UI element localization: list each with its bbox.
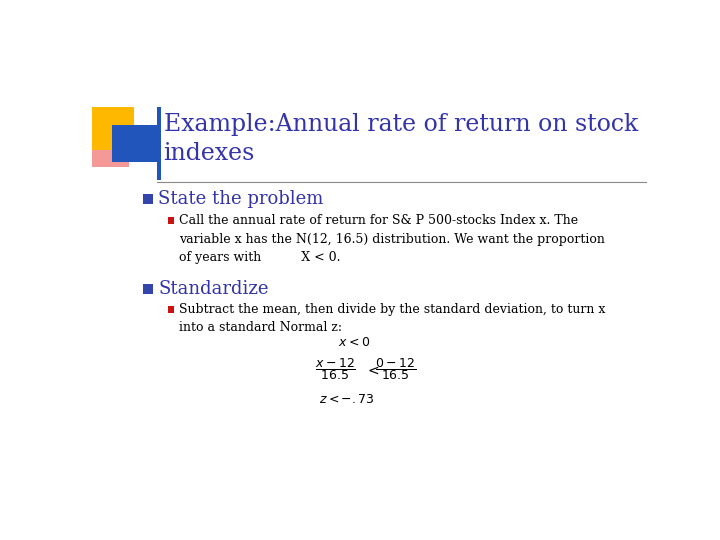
Text: Example:Annual rate of return on stock
indexes: Example:Annual rate of return on stock i… — [163, 112, 638, 165]
Text: $x<0$: $x<0$ — [338, 336, 370, 349]
Bar — [168, 306, 174, 313]
Bar — [158, 107, 161, 180]
Text: Subtract the mean, then divide by the standard deviation, to turn x
into a stand: Subtract the mean, then divide by the st… — [179, 303, 606, 334]
Text: State the problem: State the problem — [158, 190, 323, 207]
Text: $z<-.73$: $z<-.73$ — [319, 393, 374, 406]
Bar — [91, 107, 134, 150]
Text: $\dfrac{0-12}{16.5}$: $\dfrac{0-12}{16.5}$ — [375, 356, 416, 382]
Bar — [143, 194, 153, 204]
Bar — [112, 125, 158, 162]
Bar — [143, 284, 153, 294]
Bar — [91, 132, 129, 167]
Text: Call the annual rate of return for S& P 500-stocks Index x. The
variable x has t: Call the annual rate of return for S& P … — [179, 214, 605, 264]
Text: $<$: $<$ — [365, 363, 380, 377]
Bar — [168, 217, 174, 224]
Text: $\dfrac{x-12}{16.5}$: $\dfrac{x-12}{16.5}$ — [315, 356, 356, 382]
Text: Standardize: Standardize — [158, 280, 269, 298]
